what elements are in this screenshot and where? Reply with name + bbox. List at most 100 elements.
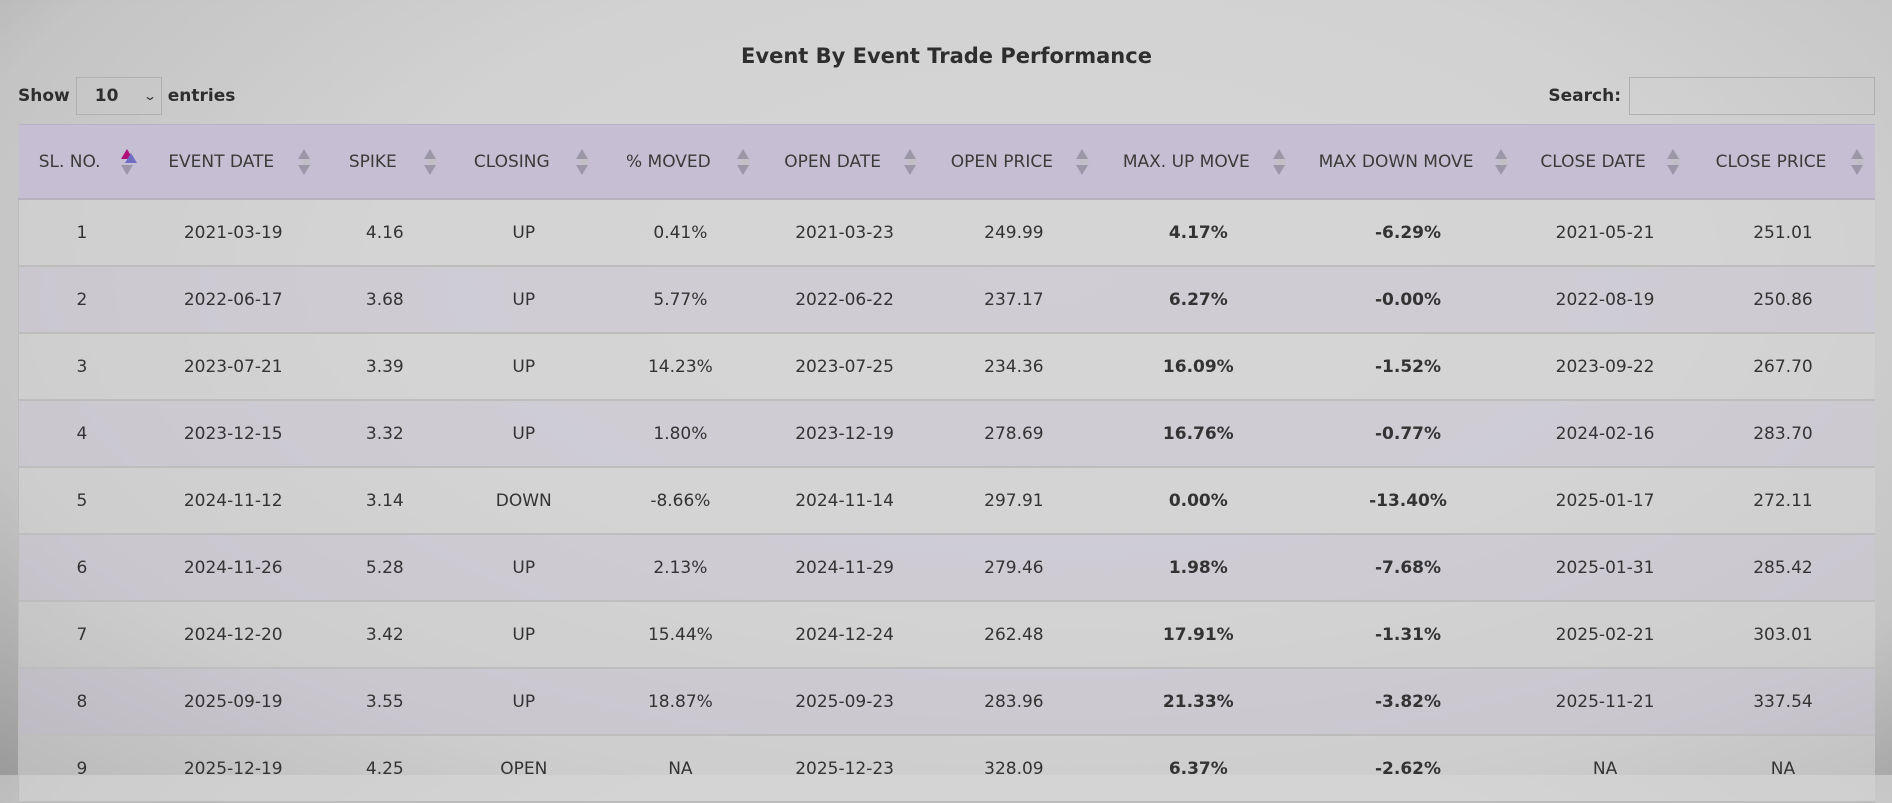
cell-close-date: 2024-02-16 (1519, 400, 1691, 468)
cell-event-date: 2022-06-17 (144, 266, 322, 334)
column-header-spike[interactable]: SPIKE (321, 124, 448, 200)
cell-max-up-move: 21.33% (1099, 668, 1297, 736)
column-header-sl-no[interactable]: SL. NO. (18, 124, 145, 200)
sort-icon (1074, 147, 1090, 177)
cell-spike: 3.55 (321, 668, 448, 736)
column-header-open-price[interactable]: OPEN PRICE (927, 124, 1100, 200)
cell-percent-moved: 5.77% (599, 266, 762, 334)
cell-spike: 3.42 (321, 601, 448, 669)
cell-sl-no: 9 (17, 735, 145, 803)
cell-percent-moved: 15.44% (599, 601, 762, 669)
cell-max-up-move: 4.17% (1099, 199, 1297, 267)
cell-event-date: 2024-11-26 (144, 534, 322, 602)
cell-max-down-move: -1.52% (1296, 333, 1520, 401)
column-header-open-date[interactable]: OPEN DATE (761, 124, 928, 200)
show-label: Show (18, 86, 70, 106)
sort-icon (296, 147, 312, 177)
cell-spike: 3.14 (321, 467, 448, 535)
table-row: 9 2025-12-19 4.25 OPEN NA 2025-12-23 328… (17, 735, 1875, 803)
cell-percent-moved: 18.87% (599, 668, 762, 736)
column-header-max-down-move[interactable]: MAX DOWN MOVE (1296, 124, 1520, 200)
cell-event-date: 2025-09-19 (144, 668, 322, 736)
cell-close-price: 250.86 (1690, 266, 1875, 334)
cell-sl-no: 1 (17, 199, 145, 267)
column-header-closing[interactable]: CLOSING (447, 124, 600, 200)
cell-close-date: 2023-09-22 (1519, 333, 1691, 401)
search-label: Search: (1548, 86, 1621, 106)
cell-max-down-move: -6.29% (1296, 199, 1520, 267)
sort-icon (1665, 147, 1681, 177)
cell-event-date: 2023-07-21 (144, 333, 322, 401)
cell-spike: 3.68 (321, 266, 448, 334)
sort-icon (422, 147, 438, 177)
cell-close-date: 2025-01-31 (1519, 534, 1691, 602)
sort-icon (1271, 147, 1287, 177)
cell-open-date: 2025-09-23 (761, 668, 928, 736)
table-row: 4 2023-12-15 3.32 UP 1.80% 2023-12-19 27… (17, 400, 1875, 468)
cell-open-price: 283.96 (927, 668, 1100, 736)
cell-close-price: 337.54 (1690, 668, 1875, 736)
cell-max-down-move: -0.00% (1296, 266, 1520, 334)
page-title: Event By Event Trade Performance (741, 44, 1152, 68)
cell-percent-moved: 2.13% (599, 534, 762, 602)
search-input[interactable] (1629, 77, 1875, 115)
chevron-down-icon: ⌄ (142, 89, 157, 103)
cell-percent-moved: NA (599, 735, 762, 803)
cell-closing-status: UP (447, 601, 600, 669)
cell-close-date: 2022-08-19 (1519, 266, 1691, 334)
entries-per-page-value: 10 (94, 86, 119, 106)
cell-open-date: 2024-11-14 (761, 467, 928, 535)
column-header-max-up-move[interactable]: MAX. UP MOVE (1099, 124, 1297, 200)
cell-close-date: 2025-11-21 (1519, 668, 1691, 736)
sort-icon (902, 147, 918, 177)
cell-open-date: 2022-06-22 (761, 266, 928, 334)
cell-max-up-move: 6.37% (1099, 735, 1297, 803)
cell-max-up-move: 16.09% (1099, 333, 1297, 401)
entries-label: entries (167, 86, 236, 106)
table-row: 6 2024-11-26 5.28 UP 2.13% 2024-11-29 27… (17, 534, 1875, 602)
cell-max-up-move: 0.00% (1099, 467, 1297, 535)
cell-max-up-move: 1.98% (1099, 534, 1297, 602)
cell-max-up-move: 17.91% (1099, 601, 1297, 669)
table-row: 3 2023-07-21 3.39 UP 14.23% 2023-07-25 2… (17, 333, 1875, 401)
cell-spike: 3.32 (321, 400, 448, 468)
cell-event-date: 2025-12-19 (144, 735, 322, 803)
column-header-event-date[interactable]: EVENT DATE (144, 124, 322, 200)
cell-open-date: 2025-12-23 (761, 735, 928, 803)
cell-close-price: NA (1690, 735, 1875, 803)
cell-open-price: 328.09 (927, 735, 1100, 803)
entries-per-page-select[interactable]: 10 ⌄ (75, 77, 162, 115)
cell-percent-moved: 0.41% (599, 199, 762, 267)
cell-closing-status: UP (447, 534, 600, 602)
cell-open-price: 278.69 (927, 400, 1100, 468)
cell-max-up-move: 16.76% (1099, 400, 1297, 468)
cell-sl-no: 7 (17, 601, 145, 669)
cell-open-date: 2023-12-19 (761, 400, 928, 468)
column-header-close-price[interactable]: CLOSE PRICE (1690, 124, 1875, 200)
table-row: 7 2024-12-20 3.42 UP 15.44% 2024-12-24 2… (17, 601, 1875, 669)
cell-close-price: 285.42 (1690, 534, 1875, 602)
cell-open-price: 279.46 (927, 534, 1100, 602)
cell-sl-no: 2 (17, 266, 145, 334)
cell-open-date: 2023-07-25 (761, 333, 928, 401)
cell-closing-status: UP (447, 266, 600, 334)
sort-icon (1493, 147, 1509, 177)
cell-max-down-move: -1.31% (1296, 601, 1520, 669)
column-header-percent-moved[interactable]: % MOVED (599, 124, 762, 200)
table-row: 5 2024-11-12 3.14 DOWN -8.66% 2024-11-14… (17, 467, 1875, 535)
sort-icon (1849, 147, 1865, 177)
cell-percent-moved: 14.23% (599, 333, 762, 401)
cell-spike: 5.28 (321, 534, 448, 602)
cell-spike: 3.39 (321, 333, 448, 401)
cell-closing-status: OPEN (447, 735, 600, 803)
cell-max-up-move: 6.27% (1099, 266, 1297, 334)
cell-max-down-move: -7.68% (1296, 534, 1520, 602)
trade-performance-table: SL. NO. EVENT DATE SPIKE CLOSING % MOVED… (17, 124, 1875, 803)
cell-close-date: 2021-05-21 (1519, 199, 1691, 267)
cell-sl-no: 4 (17, 400, 145, 468)
cell-sl-no: 6 (17, 534, 145, 602)
column-header-close-date[interactable]: CLOSE DATE (1519, 124, 1691, 200)
cell-max-down-move: -2.62% (1296, 735, 1520, 803)
cell-close-price: 251.01 (1690, 199, 1875, 267)
cell-open-price: 297.91 (927, 467, 1100, 535)
